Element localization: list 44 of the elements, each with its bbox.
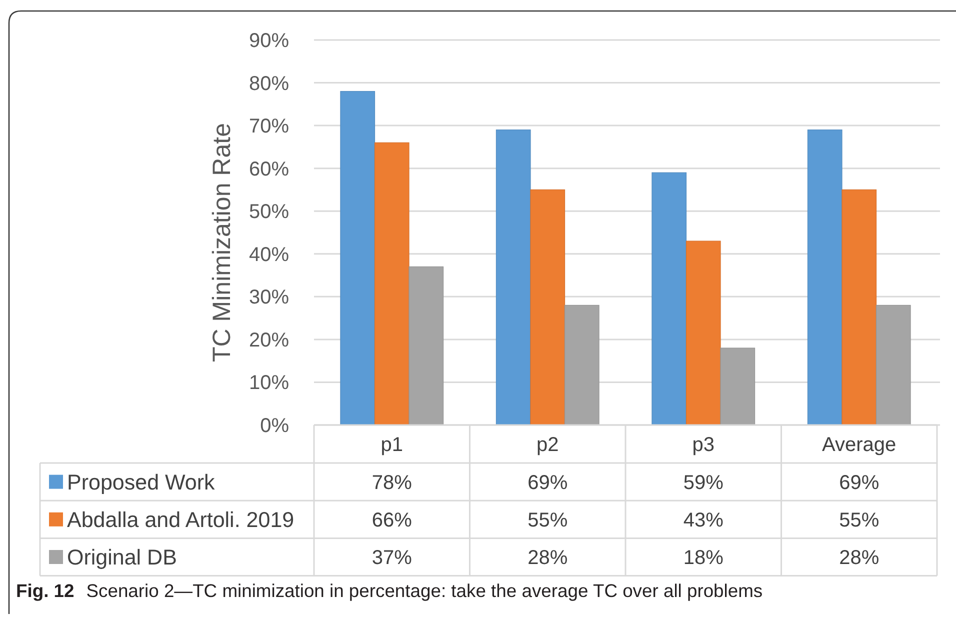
x-tick-label: Average [822,434,896,456]
bar [530,189,566,426]
y-axis-title: TC Minimization Rate [208,123,236,362]
data-label: 59% [683,472,724,494]
bar [340,91,376,426]
y-tick-label: 0% [260,415,290,437]
y-tick-label: 30% [248,286,290,309]
bar [496,130,531,426]
data-label: 18% [683,547,724,569]
x-tick-label: p3 [692,434,714,456]
bar [842,189,877,426]
y-tick-label: 80% [248,72,290,95]
bar [807,130,842,426]
bar [408,266,444,426]
y-tick-label: 10% [248,372,290,394]
y-tick-label: 40% [248,244,290,266]
legend-label: Original DB [67,546,177,570]
data-label: 55% [839,509,880,532]
bar [374,142,410,426]
text: Scenario 2—TC minimization in percentage: take the average TC over all problems [86,580,763,601]
bar [686,240,721,426]
caption: Fig. 12 [16,580,74,601]
y-tick-label: 70% [248,116,290,138]
data-label: 28% [528,547,568,569]
data-label: 78% [372,472,412,494]
data-label: 37% [372,547,412,569]
data-label: 66% [372,509,412,532]
y-tick-label: 50% [248,201,290,224]
y-tick-label: 60% [248,158,290,180]
legend-label: Proposed Work [67,470,216,494]
data-label: 69% [528,472,568,494]
bar [720,348,756,426]
bar [652,172,687,426]
x-tick-label: p1 [380,434,403,456]
legend-label: Abdalla and Artoli. 2019 [67,508,294,532]
data-label: 28% [839,547,880,569]
bar [876,304,911,426]
x-tick-label: p2 [536,434,559,456]
y-tick-label: 20% [248,329,290,352]
data-label: 69% [839,472,880,494]
data-label: 43% [683,509,724,532]
data-label: 55% [528,509,568,532]
y-tick-label: 90% [248,30,290,52]
bar [564,304,600,426]
